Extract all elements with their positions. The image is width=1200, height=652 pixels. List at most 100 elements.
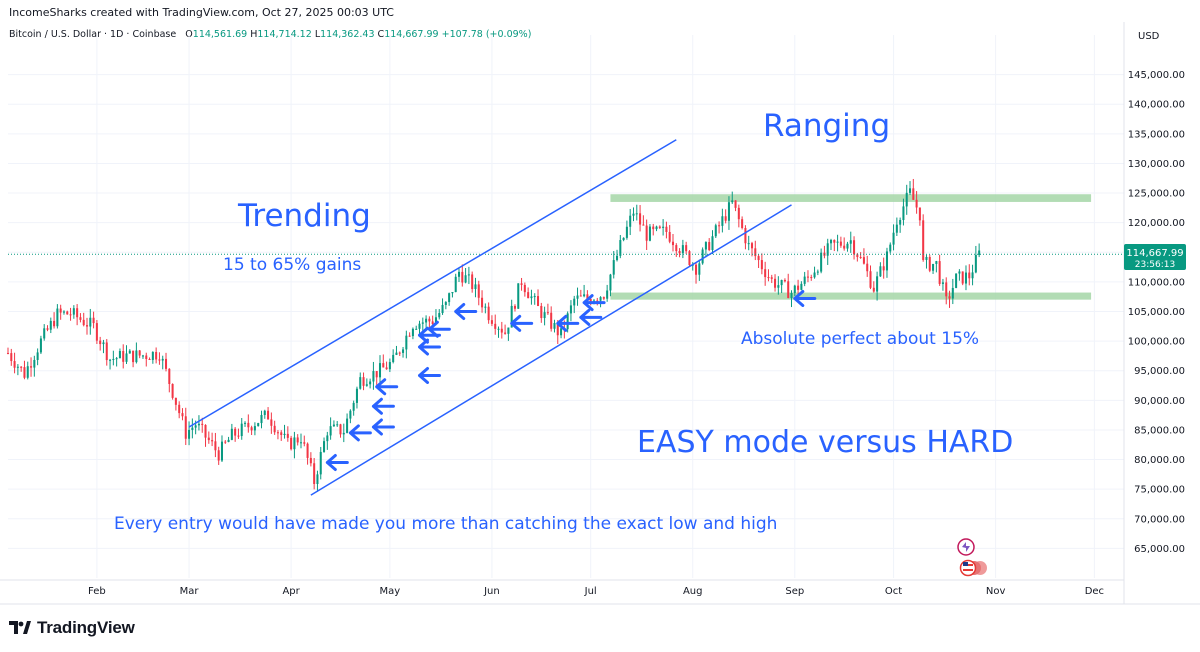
candle-body (616, 255, 619, 261)
candle-body (79, 317, 82, 320)
candle-body (128, 350, 131, 354)
entry-arrow-icon (325, 454, 349, 472)
candle-body (540, 305, 543, 319)
tradingview-logo[interactable]: TradingView (9, 618, 135, 638)
candle-body (299, 442, 303, 444)
entry-arrow-icon (418, 366, 442, 384)
candle-body (609, 274, 612, 291)
candle-body (734, 200, 737, 208)
candle-body (313, 463, 316, 484)
candle-body (770, 277, 773, 279)
candle-body (474, 284, 477, 290)
candle-body (115, 358, 118, 360)
candle-body (421, 322, 424, 324)
candle-body (777, 285, 780, 288)
candle-body (836, 241, 839, 243)
candle-body (750, 243, 754, 249)
candle-body (332, 424, 335, 427)
candle-body (533, 296, 536, 298)
candle-body (158, 359, 161, 361)
candle-body (89, 317, 92, 327)
candle-body (46, 328, 49, 330)
candle-body (780, 279, 783, 286)
y-tick-label: 120,000.00 (1128, 218, 1185, 229)
candle-body (932, 263, 935, 271)
candle-body (76, 308, 79, 318)
candle-body (560, 328, 563, 336)
candle-body (122, 350, 125, 362)
candle-body (481, 297, 484, 308)
y-tick-label: 125,000.00 (1128, 189, 1185, 200)
candle-body (829, 239, 833, 244)
symbol-name[interactable]: Bitcoin / U.S. Dollar · 1D · Coinbase (9, 29, 177, 40)
candle-body (66, 311, 69, 315)
candle-body (171, 383, 174, 398)
candle-body (135, 350, 138, 363)
candle-body (352, 402, 355, 411)
candle-body (757, 256, 760, 261)
candle-body (925, 256, 928, 260)
entry-arrow-icon (579, 308, 603, 326)
candle-body (797, 285, 800, 290)
candle-body (467, 274, 470, 276)
y-tick-label: 65,000.00 (1134, 544, 1185, 555)
candle-body (161, 358, 164, 361)
candles (6, 178, 1124, 492)
candle-body (872, 287, 875, 292)
candle-body (69, 314, 72, 316)
candle-body (586, 294, 589, 299)
candle-body (263, 410, 266, 415)
candle-body (688, 251, 691, 265)
candle-body (671, 241, 675, 246)
candle-body (359, 377, 362, 389)
candle-body (958, 271, 961, 274)
candle-body (800, 283, 803, 290)
candle-body (885, 251, 888, 271)
candle-body (39, 338, 42, 353)
candle-body (260, 414, 263, 424)
us-flag-canton (963, 562, 968, 566)
annotation-ranging: Ranging (763, 108, 890, 144)
candle-body (698, 263, 701, 275)
trend-channel (188, 139, 792, 496)
candle-body (714, 225, 717, 237)
close-value: 114,667.99 (384, 29, 439, 40)
candle-body (16, 366, 19, 368)
candle-body (191, 427, 194, 430)
currency-label[interactable]: USD (1138, 31, 1160, 42)
candle-body (290, 437, 293, 450)
candle-body (599, 297, 602, 301)
candle-body (323, 441, 326, 452)
candle-body (839, 241, 842, 246)
candle-body (237, 435, 240, 437)
entry-arrow-icon (510, 314, 534, 332)
candle-body (438, 313, 441, 318)
candle-body (316, 474, 319, 484)
open-label: O (185, 29, 193, 40)
candle-body (806, 276, 809, 278)
candle-body (869, 271, 872, 288)
candle-body (168, 368, 171, 384)
annotation-footer: Every entry would have made you more tha… (114, 514, 777, 534)
candle-body (945, 282, 948, 297)
candle-body (530, 296, 533, 299)
x-tick-label: Aug (683, 586, 703, 597)
candle-body (612, 260, 615, 275)
candle-body (132, 350, 135, 363)
candle-body (583, 294, 586, 297)
candle-body (33, 359, 36, 368)
candle-body (912, 188, 915, 200)
candle-body (731, 200, 734, 203)
candle-body (102, 342, 105, 345)
event-icons[interactable] (957, 538, 987, 577)
lightning-icon (962, 542, 970, 552)
candle-body (283, 433, 286, 436)
candle-body (20, 366, 23, 368)
x-tick-label: Feb (88, 586, 106, 597)
entry-arrow-icon (454, 303, 478, 320)
candle-body (727, 202, 730, 221)
candle-body (971, 272, 974, 279)
candle-body (513, 305, 516, 309)
candle-body (346, 418, 349, 433)
